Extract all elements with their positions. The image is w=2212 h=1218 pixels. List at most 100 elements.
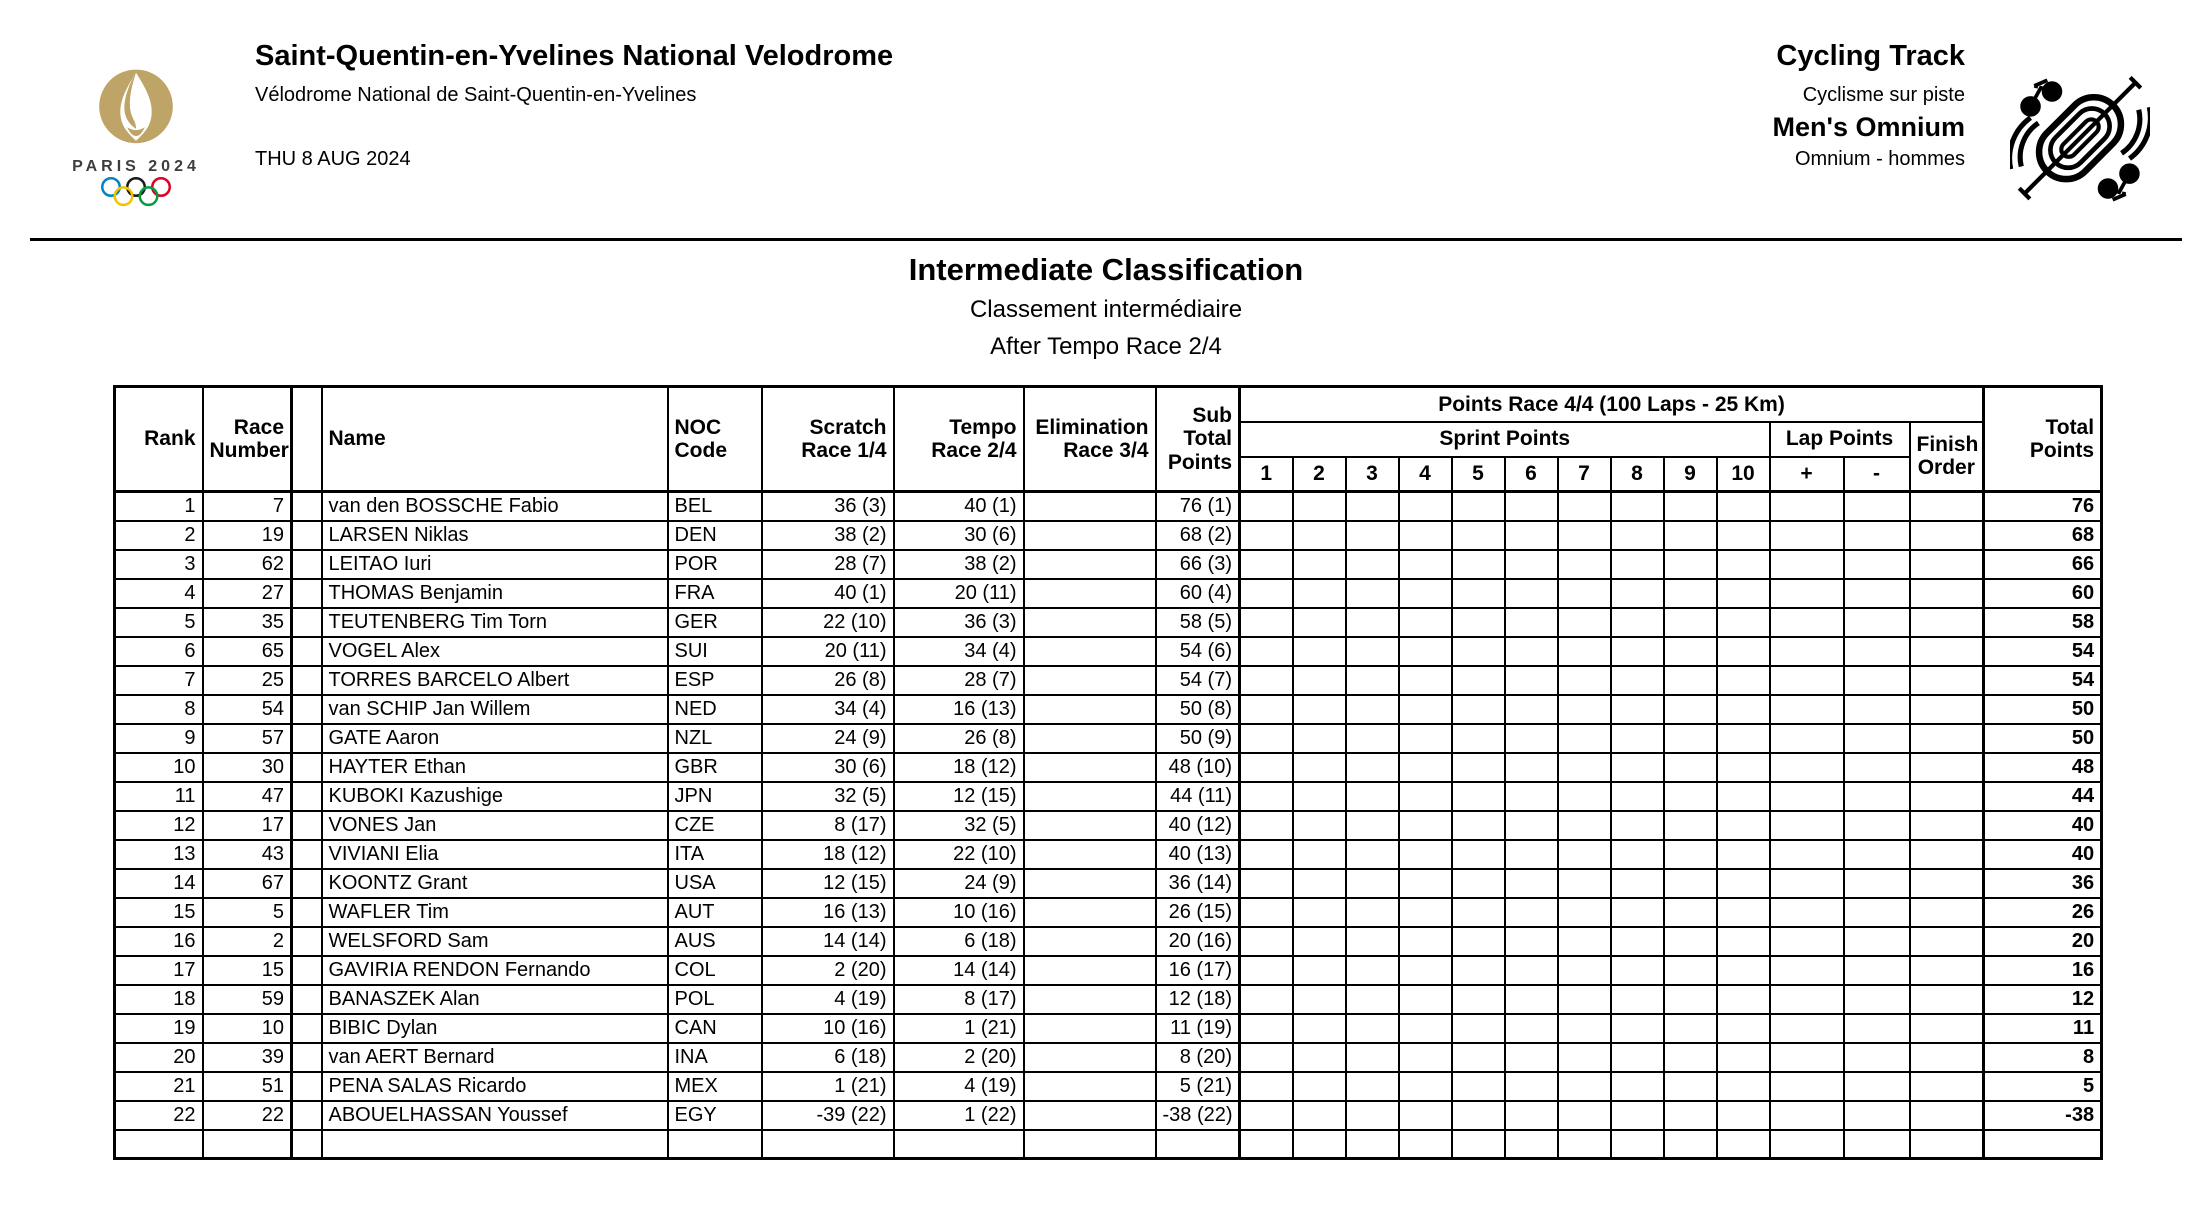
cell-sprint-2 — [1291, 693, 1347, 725]
cell-sprint-3 — [1344, 838, 1400, 870]
cell-noc — [666, 1128, 763, 1160]
cell-sprint-4 — [1397, 838, 1453, 870]
cell-sprint-3 — [1344, 1012, 1400, 1044]
cell-sprint-3 — [1344, 606, 1400, 638]
cell-scratch: 16 (13) — [760, 896, 895, 928]
cell-elimination — [1022, 693, 1157, 725]
cell-lap-minus — [1842, 548, 1911, 580]
cell-noc: POL — [666, 983, 763, 1015]
cell-tempo: 20 (11) — [892, 577, 1025, 609]
cell-sub-total: 66 (3) — [1154, 548, 1241, 580]
col-header-sprint-1: 1 — [1238, 455, 1294, 493]
cell-noc: NED — [666, 693, 763, 725]
cell-elimination — [1022, 577, 1157, 609]
cell-sprint-2 — [1291, 664, 1347, 696]
cell-sprint-2 — [1291, 983, 1347, 1015]
cell-sprint-10 — [1715, 1012, 1771, 1044]
cell-noc: POR — [666, 548, 763, 580]
cell-sprint-6 — [1503, 1070, 1559, 1102]
cell-sprint-9 — [1662, 809, 1718, 841]
cell-total: 8 — [1982, 1041, 2103, 1073]
cell-sub-total — [1154, 1128, 1241, 1160]
cell-sprint-2 — [1291, 809, 1347, 841]
table-row: 20 39 van AERT Bernard INA 6 (18) 2 (20) 8 (20… — [113, 1041, 2103, 1073]
cell-sprint-10 — [1715, 577, 1771, 609]
cell-elimination — [1022, 606, 1157, 638]
cell-name: van den BOSSCHE Fabio — [320, 490, 669, 522]
cell-sprint-6 — [1503, 867, 1559, 899]
cell-sprint-4 — [1397, 954, 1453, 986]
cell-sprint-2 — [1291, 1070, 1347, 1102]
cell-sprint-9 — [1662, 1070, 1718, 1102]
cell-lap-minus — [1842, 1041, 1911, 1073]
table-row: 14 67 KOONTZ Grant USA 12 (15) 24 (9) 36 (14) 3… — [113, 867, 2103, 899]
cell-spacer — [290, 1099, 323, 1131]
venue-subtitle: Vélodrome National de Saint-Quentin-en-Y… — [255, 84, 697, 106]
cell-sprint-6 — [1503, 664, 1559, 696]
cell-sub-total: 20 (16) — [1154, 925, 1241, 957]
col-header-sprint-points: Sprint Points — [1238, 420, 1771, 458]
cell-finish-order — [1908, 983, 1985, 1015]
cell-lap-minus — [1842, 722, 1911, 754]
cell-sprint-4 — [1397, 577, 1453, 609]
cell-finish-order — [1908, 577, 1985, 609]
discipline-subtitle: Cyclisme sur piste — [1802, 84, 1965, 106]
cell-sprint-7 — [1556, 809, 1612, 841]
cell-sprint-8 — [1609, 1070, 1665, 1102]
cell-spacer — [290, 1041, 323, 1073]
cell-sprint-5 — [1450, 577, 1506, 609]
cell-sprint-8 — [1609, 664, 1665, 696]
cell-sprint-3 — [1344, 809, 1400, 841]
cell-sprint-2 — [1291, 1012, 1347, 1044]
cell-sprint-4 — [1397, 780, 1453, 812]
cell-elimination — [1022, 1070, 1157, 1102]
cell-tempo: 22 (10) — [892, 838, 1025, 870]
track-cycling-pictogram — [2007, 62, 2153, 223]
cell-noc: SUI — [666, 635, 763, 667]
cell-sprint-7 — [1556, 1070, 1612, 1102]
cell-total: 26 — [1982, 896, 2103, 928]
cell-sprint-3 — [1344, 722, 1400, 754]
cell-sprint-4 — [1397, 1128, 1453, 1160]
cell-total: 48 — [1982, 751, 2103, 783]
cell-total: 40 — [1982, 838, 2103, 870]
cell-sprint-10 — [1715, 983, 1771, 1015]
cell-sprint-3 — [1344, 896, 1400, 928]
cell-race-number: 22 — [201, 1099, 293, 1131]
cell-sprint-5 — [1450, 809, 1506, 841]
cell-sprint-5 — [1450, 722, 1506, 754]
cell-sprint-4 — [1397, 722, 1453, 754]
cell-sprint-2 — [1291, 896, 1347, 928]
cell-sprint-7 — [1556, 1012, 1612, 1044]
cell-finish-order — [1908, 954, 1985, 986]
cell-lap-minus — [1842, 664, 1911, 696]
cell-lap-plus — [1768, 577, 1845, 609]
cell-sprint-9 — [1662, 664, 1718, 696]
cell-sub-total: 40 (12) — [1154, 809, 1241, 841]
cell-sprint-8 — [1609, 838, 1665, 870]
cell-total: 50 — [1982, 722, 2103, 754]
cell-sprint-1 — [1238, 838, 1294, 870]
cell-sprint-5 — [1450, 838, 1506, 870]
cell-sprint-4 — [1397, 896, 1453, 928]
cell-lap-minus — [1842, 606, 1911, 638]
cell-sprint-6 — [1503, 896, 1559, 928]
cell-sprint-8 — [1609, 722, 1665, 754]
cell-sprint-4 — [1397, 490, 1453, 522]
cell-tempo: 14 (14) — [892, 954, 1025, 986]
cell-total: 16 — [1982, 954, 2103, 986]
cell-lap-minus — [1842, 983, 1911, 1015]
cell-sprint-9 — [1662, 548, 1718, 580]
cell-elimination — [1022, 954, 1157, 986]
cell-sprint-7 — [1556, 1099, 1612, 1131]
cell-total: 44 — [1982, 780, 2103, 812]
cell-sprint-9 — [1662, 751, 1718, 783]
table-row: 17 15 GAVIRIA RENDON Fernando COL 2 (20) 14 (… — [113, 954, 2103, 986]
cell-sprint-4 — [1397, 635, 1453, 667]
cell-finish-order — [1908, 635, 1985, 667]
cell-sprint-2 — [1291, 606, 1347, 638]
cell-sprint-6 — [1503, 983, 1559, 1015]
cell-sprint-4 — [1397, 606, 1453, 638]
cell-sprint-5 — [1450, 780, 1506, 812]
col-header-points-race: Points Race 4/4 (100 Laps - 25 Km) — [1237, 385, 1985, 423]
